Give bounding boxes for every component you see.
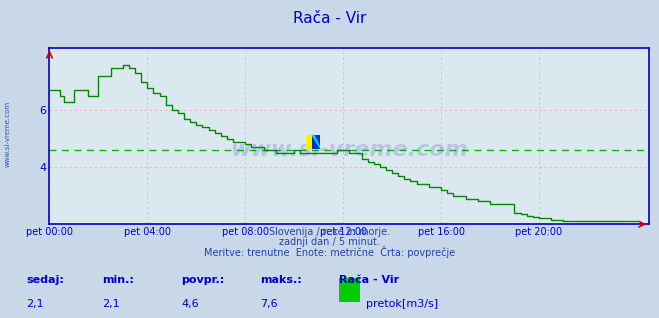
Text: www.si-vreme.com: www.si-vreme.com	[231, 140, 468, 160]
Bar	[306, 135, 320, 149]
Polygon shape	[311, 135, 320, 149]
Text: Slovenija / reke in morje.: Slovenija / reke in morje.	[269, 227, 390, 237]
Text: Meritve: trenutne  Enote: metrične  Črta: povprečje: Meritve: trenutne Enote: metrične Črta: …	[204, 246, 455, 259]
Text: povpr.:: povpr.:	[181, 275, 225, 285]
Text: Rača - Vir: Rača - Vir	[339, 275, 399, 285]
Polygon shape	[312, 135, 320, 149]
Text: 2,1: 2,1	[26, 299, 44, 309]
Text: pretok[m3/s]: pretok[m3/s]	[366, 299, 438, 309]
Text: maks.:: maks.:	[260, 275, 302, 285]
Text: www.si-vreme.com: www.si-vreme.com	[5, 100, 11, 167]
Text: sedaj:: sedaj:	[26, 275, 64, 285]
Text: 4,6: 4,6	[181, 299, 199, 309]
Text: min.:: min.:	[102, 275, 134, 285]
Text: zadnji dan / 5 minut.: zadnji dan / 5 minut.	[279, 237, 380, 247]
Text: 2,1: 2,1	[102, 299, 120, 309]
Text: Rača - Vir: Rača - Vir	[293, 11, 366, 26]
Text: 7,6: 7,6	[260, 299, 278, 309]
